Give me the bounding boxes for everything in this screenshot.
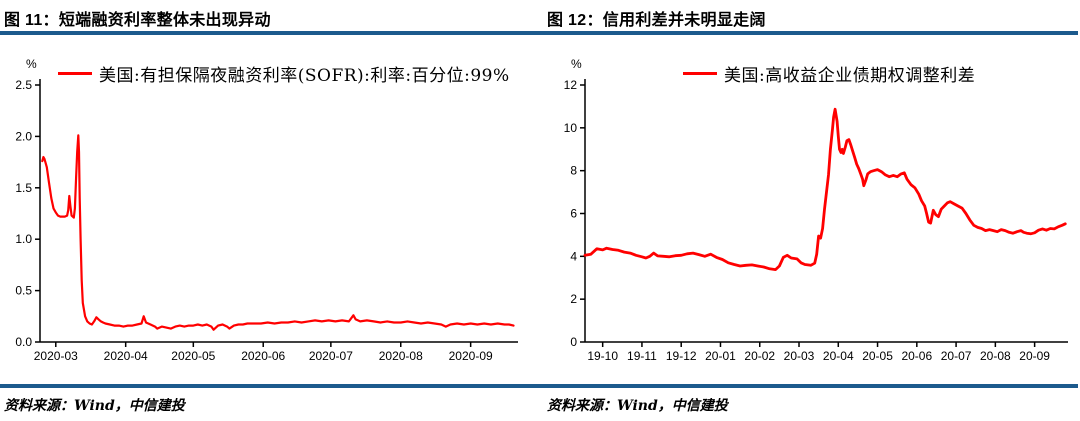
figure-11-title: 图 11：短端融资利率整体未出现异动 <box>4 12 271 29</box>
svg-text:2.0: 2.0 <box>15 129 32 143</box>
svg-text:0.5: 0.5 <box>15 284 32 298</box>
svg-text:20-07: 20-07 <box>941 349 972 363</box>
legend-line-sample <box>683 72 717 75</box>
svg-text:0.0: 0.0 <box>15 335 32 349</box>
hy-oas-legend: 美国:高收益企业债期权调整利差 <box>683 61 975 86</box>
source-note-left: 资料来源：Wind，中信建投 <box>4 398 185 414</box>
svg-text:2020-07: 2020-07 <box>309 349 353 363</box>
svg-text:2: 2 <box>570 292 577 306</box>
figure-12-title: 图 12：信用利差并未明显走阔 <box>547 12 766 29</box>
source-divider-rule <box>0 384 1078 388</box>
svg-text:2020-06: 2020-06 <box>241 349 285 363</box>
source-note-right: 资料来源：Wind，中信建投 <box>547 398 728 414</box>
svg-text:20-08: 20-08 <box>980 349 1011 363</box>
sofr-legend: 美国:有担保隔夜融资利率(SOFR):利率:百分位:99% <box>58 61 510 86</box>
svg-text:2020-09: 2020-09 <box>449 349 493 363</box>
svg-text:1.5: 1.5 <box>15 181 32 195</box>
svg-text:1.0: 1.0 <box>15 232 32 246</box>
svg-text:20-02: 20-02 <box>744 349 775 363</box>
svg-text:20-03: 20-03 <box>784 349 815 363</box>
sofr-y-axis-unit: % <box>26 57 37 71</box>
hy-oas-plot: 0 2 4 6 8 10 12 19-10 19-11 19-12 20-01 20-02 20-03 2… <box>564 78 1068 363</box>
svg-text:0: 0 <box>570 335 577 349</box>
sofr-legend-label: 美国:有担保隔夜融资利率(SOFR):利率:百分位:99% <box>99 66 510 86</box>
svg-text:12: 12 <box>564 78 578 92</box>
svg-text:8: 8 <box>570 164 577 178</box>
svg-text:20-05: 20-05 <box>862 349 893 363</box>
legend-line-sample <box>58 72 92 75</box>
svg-text:2020-08: 2020-08 <box>379 349 423 363</box>
svg-text:19-10: 19-10 <box>587 349 618 363</box>
hy-oas-y-axis-unit: % <box>571 57 582 71</box>
svg-text:20-04: 20-04 <box>823 349 854 363</box>
svg-text:10: 10 <box>564 121 578 135</box>
sofr-plot: 0.0 0.5 1.0 1.5 2.0 2.5 2020-03 2020-04 2020-05 2… <box>15 78 518 363</box>
svg-text:20-06: 20-06 <box>901 349 932 363</box>
hy-oas-legend-label: 美国:高收益企业债期权调整利差 <box>724 66 976 86</box>
svg-text:19-12: 19-12 <box>666 349 697 363</box>
sofr-chart: 0.0 0.5 1.0 1.5 2.0 2.5 2020-03 2020-04 2020-05 2… <box>0 45 530 375</box>
svg-text:2020-04: 2020-04 <box>104 349 148 363</box>
svg-text:20-09: 20-09 <box>1019 349 1050 363</box>
svg-text:2.5: 2.5 <box>15 78 32 92</box>
svg-text:6: 6 <box>570 207 577 221</box>
svg-text:2020-05: 2020-05 <box>171 349 215 363</box>
title-divider-rule <box>0 31 1078 35</box>
svg-text:2020-03: 2020-03 <box>34 349 78 363</box>
svg-text:4: 4 <box>570 249 577 263</box>
hy-oas-chart: 0 2 4 6 8 10 12 19-10 19-11 19-12 20-01 20-02 20-03 2… <box>545 45 1080 375</box>
svg-text:19-11: 19-11 <box>627 349 657 363</box>
svg-text:20-01: 20-01 <box>705 349 736 363</box>
